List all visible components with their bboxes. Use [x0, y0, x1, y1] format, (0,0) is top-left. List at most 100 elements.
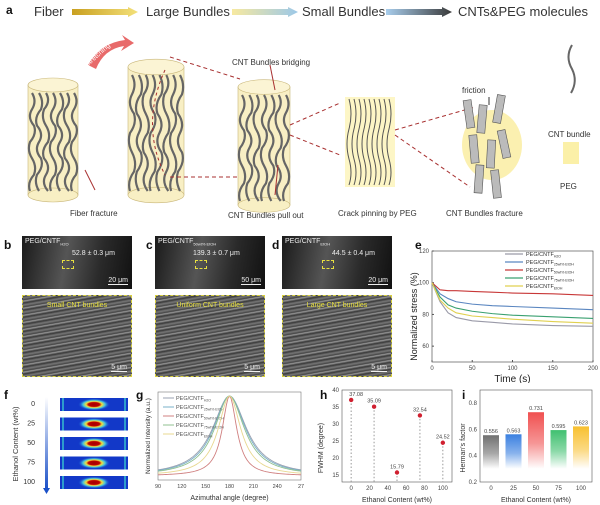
row-label: 50: [27, 440, 35, 447]
data-label: 32.54: [413, 407, 427, 413]
x-tick-label: 0: [430, 366, 434, 372]
x-tick-label: 100: [507, 366, 518, 372]
series-line: [431, 282, 594, 311]
x-tick-label: 180: [225, 484, 234, 490]
y-tick-label: 120: [419, 249, 430, 255]
gradient-arrow-icon: [232, 7, 298, 17]
friction-label: friction: [462, 86, 486, 95]
x-tick-label: 27: [298, 484, 304, 490]
plot-frame: [479, 389, 593, 483]
y-tick-label: 100: [419, 281, 430, 287]
legend-subscript: 25wt% EtOH: [554, 263, 575, 267]
fractured-bundle: [492, 94, 506, 124]
data-label: 0.556: [484, 429, 498, 435]
peg-legend-icon: [563, 142, 579, 164]
cnt-bundle-line: [155, 74, 164, 192]
scale-bar: 50 μm: [241, 277, 261, 285]
series-line: [431, 282, 594, 324]
x-tick-label: 0: [489, 486, 493, 492]
legend-subscript: 75wt% EtOH: [204, 426, 225, 430]
y-axis-label: Normalized stress (%): [409, 272, 419, 361]
legend-cnt-bundle-label: CNT bundle: [548, 130, 591, 139]
y-tick-label: 0.8: [469, 401, 478, 407]
y-tick-label: 25: [332, 439, 339, 445]
cnt-bundle-line: [252, 94, 261, 202]
legend-label: PEG/CNTFEtOH: [526, 284, 563, 291]
panel-label-f: f: [4, 388, 8, 402]
plot-frame: [341, 389, 453, 483]
cnt-line: [371, 98, 377, 186]
x-tick-label: 100: [438, 486, 449, 492]
sem-image-overview: PEG/CNTF50wt% EtOH 139.3 ± 0.7 μm 50 μm: [155, 236, 265, 289]
fractured-bundle: [496, 129, 512, 159]
sem-image-zoom: Small CNT bundles 5 μm: [22, 295, 132, 377]
x-tick-label: 60: [403, 486, 410, 492]
x-tick-label: 200: [588, 366, 599, 372]
fiber-fracture-label: Fiber fracture: [70, 209, 118, 218]
x-tick-label: 50: [469, 366, 476, 372]
diffraction-spot: [78, 398, 110, 411]
y-tick-label: 60: [422, 344, 429, 350]
data-label: 15.79: [390, 464, 404, 470]
x-tick-label: 120: [177, 484, 186, 490]
scale-bar: 5 μm: [111, 364, 127, 372]
legend-subscript: H2O: [554, 255, 561, 259]
cylinder-top: [127, 58, 185, 76]
legend-label: PEG/CNTFH2O: [176, 396, 211, 403]
diffraction-spot: [78, 457, 110, 469]
legend-subscript: EtOH: [204, 435, 213, 439]
legend-peg-label: PEG: [560, 182, 577, 191]
bundles-fracture-label: CNT Bundles fracture: [446, 209, 523, 218]
series-line: [431, 282, 594, 319]
sem-image-overview: PEG/CNTFEtOH 44.5 ± 0.4 μm 20 μm: [282, 236, 392, 289]
fractured-bundle: [476, 104, 488, 134]
data-point: [440, 440, 446, 445]
x-tick-label: 80: [421, 486, 428, 492]
x-tick-label: 150: [548, 366, 559, 372]
small-bundle-cylinder: [237, 79, 291, 213]
zoom-caption: Large CNT bundles: [306, 302, 368, 309]
azimuthal-intensity-chart: 90 120 150 180 210 240 27 Azimuthal angle (degr…: [145, 391, 304, 502]
y-axis-label: Ethanol Content (wt%): [11, 406, 20, 482]
legend-subscript: 50wt% EtOH: [554, 271, 575, 275]
fiber-cylinder: [27, 77, 79, 203]
x-tick-label: 40: [384, 486, 391, 492]
legend-label: PEG/CNTF25wt% EtOH: [526, 260, 574, 267]
data-label: 0.731: [529, 406, 543, 412]
row-label: 25: [27, 421, 35, 428]
series-line: [431, 282, 594, 327]
scale-bar: 5 μm: [371, 364, 387, 372]
zoom-caption: Uniform CNT bundles: [176, 302, 244, 309]
x-tick-label: 210: [249, 484, 258, 490]
fractured-bundle: [485, 139, 497, 169]
panel-label-e: e: [415, 238, 422, 252]
data-point: [348, 397, 354, 403]
x-tick-label: 20: [366, 486, 373, 492]
legend-subscript: 50wt% EtOH: [204, 417, 225, 421]
y-tick-label: 0.4: [469, 454, 478, 460]
cnt-bundle-line: [148, 74, 157, 192]
x-axis-label: Time (s): [494, 374, 530, 383]
sem-image-zoom: Large CNT bundles 5 μm: [282, 295, 392, 377]
row-label: 100: [23, 479, 35, 486]
bar: [550, 430, 567, 469]
panel-label-c: c: [146, 238, 153, 252]
legend-label: PEG/CNTF75wt% EtOH: [176, 423, 224, 430]
legend-label: PEG/CNTF50wt% EtOH: [176, 414, 224, 421]
sem-title: PEG/CNTF50wt% EtOH: [158, 238, 217, 247]
cnt-bundle-line: [274, 94, 283, 202]
cnt-bundle-line: [281, 94, 291, 202]
y-tick-label: 30: [332, 422, 339, 428]
zoom-caption: Small CNT bundles: [46, 302, 108, 309]
cnt-bundle-line: [55, 92, 65, 192]
fractured-bundle: [473, 164, 485, 194]
cnt-bundle-line: [175, 74, 185, 192]
cnt-bundle-line: [41, 92, 51, 192]
legend-subscript: EtOH: [554, 287, 563, 291]
crack-pinning-label: Crack pinning by PEG: [338, 209, 417, 218]
cnt-bundle-line: [162, 74, 171, 192]
cnt-bundle-line: [62, 92, 72, 192]
legend-label: PEG/CNTFEtOH: [176, 432, 213, 439]
panel-label-a: a: [6, 3, 13, 17]
cnt-bundle-line: [27, 92, 37, 192]
